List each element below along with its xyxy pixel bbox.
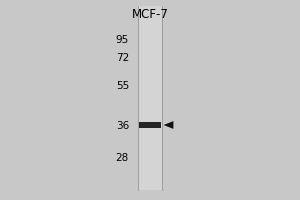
Text: 28: 28 xyxy=(116,153,129,163)
Text: MCF-7: MCF-7 xyxy=(132,7,168,21)
Text: 55: 55 xyxy=(116,81,129,91)
Bar xyxy=(138,6,162,190)
Text: 36: 36 xyxy=(116,121,129,131)
Polygon shape xyxy=(164,121,173,129)
Text: 72: 72 xyxy=(116,53,129,63)
Bar xyxy=(139,122,161,128)
Text: 95: 95 xyxy=(116,35,129,45)
